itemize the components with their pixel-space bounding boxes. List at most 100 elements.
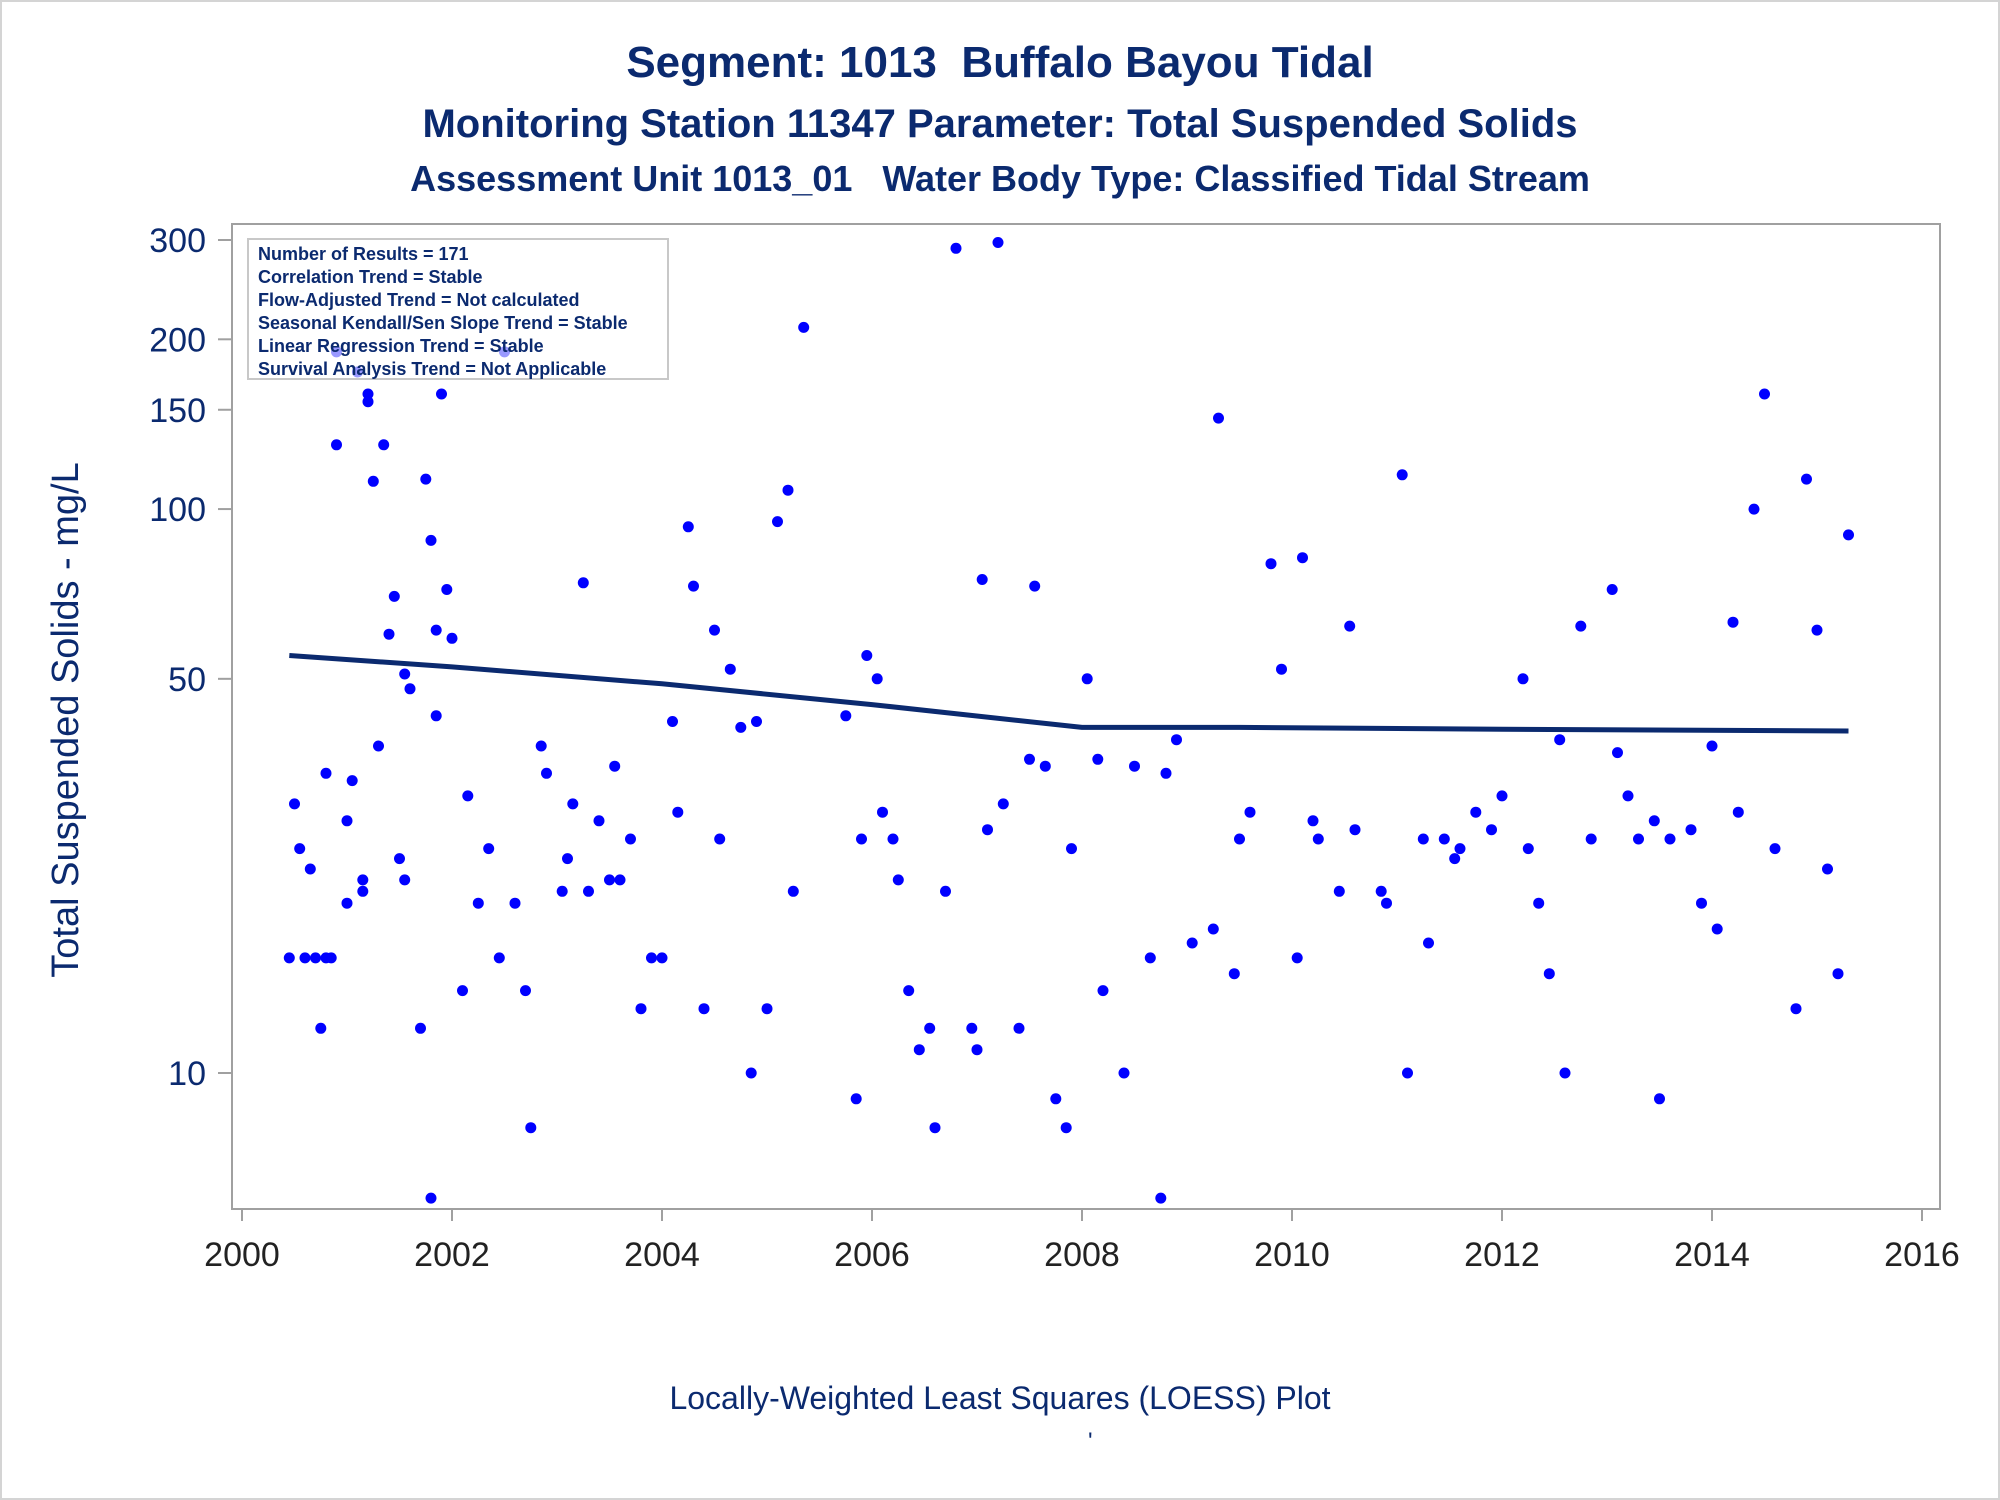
chart-subtitle-2: Assessment Unit 1013_01 Water Body Type:… (410, 158, 1590, 199)
data-point (1575, 620, 1587, 632)
data-point (1050, 1093, 1062, 1105)
data-point (1533, 897, 1545, 909)
data-point (982, 824, 993, 836)
data-point (861, 650, 873, 661)
data-point (997, 798, 1009, 810)
axes: 2000 2002 2004 2006 2008 2010 2012 2014 2016 10 50… (149, 222, 1960, 1274)
data-point (1633, 833, 1644, 845)
data-point (541, 767, 552, 779)
x-tick-label-2010: 2010 (1254, 1236, 1330, 1274)
data-point (772, 516, 783, 528)
data-point (1696, 897, 1707, 909)
loess-layer (289, 653, 1849, 734)
data-point (320, 767, 332, 779)
data-point (1155, 1192, 1167, 1204)
data-point (1423, 937, 1434, 949)
data-point (1759, 388, 1770, 400)
data-point (509, 897, 521, 909)
data-point (289, 798, 300, 810)
data-point (436, 388, 447, 400)
data-point (976, 574, 988, 585)
data-point (688, 580, 699, 592)
data-point (1470, 806, 1482, 818)
y-axis-label-group: Total Suspended Solids - mg/L (45, 462, 87, 977)
data-point (1554, 734, 1566, 746)
chart-subtitle: Monitoring Station 11347 Parameter: Tota… (422, 102, 1578, 146)
data-point (299, 952, 311, 964)
data-point (1228, 968, 1240, 980)
data-point (782, 484, 794, 496)
x-tick-label-2014: 2014 (1674, 1236, 1750, 1274)
data-point (798, 321, 810, 333)
y-tick-label-10: 10 (168, 1055, 206, 1093)
data-point (940, 885, 951, 897)
data-point (1654, 1093, 1665, 1105)
x-tick-label-2004: 2004 (624, 1236, 700, 1274)
data-point (635, 1003, 647, 1015)
data-point (415, 1022, 426, 1034)
x-tick-label-2000: 2000 (204, 1236, 280, 1274)
data-point (1013, 1022, 1025, 1034)
stats-line-seasonal-kendall: Seasonal Kendall/Sen Slope Trend = Stabl… (258, 313, 628, 333)
data-point (1438, 833, 1450, 845)
data-point (1612, 747, 1623, 759)
data-point (1129, 760, 1140, 772)
data-point (394, 853, 405, 865)
data-point (357, 885, 369, 897)
data-point (1234, 833, 1245, 845)
data-point (399, 874, 411, 886)
data-point (1349, 824, 1361, 836)
data-point (425, 1192, 437, 1204)
data-point (404, 683, 416, 695)
data-point (903, 985, 915, 997)
data-point (1207, 923, 1219, 935)
stats-line-results: Number of Results = 171 (258, 244, 469, 264)
data-point (1265, 558, 1277, 570)
data-point (1297, 552, 1308, 564)
data-point (567, 798, 579, 810)
data-point (1213, 412, 1224, 424)
data-point (562, 853, 573, 865)
data-point (887, 833, 899, 845)
data-point (850, 1093, 862, 1105)
data-point (420, 473, 432, 485)
data-point (1060, 1122, 1072, 1134)
data-point (1417, 833, 1429, 845)
data-point (462, 790, 474, 802)
data-point (457, 985, 468, 997)
data-point (840, 710, 852, 722)
data-point (929, 1122, 941, 1134)
data-point (331, 439, 342, 451)
data-point (341, 815, 353, 827)
x-tick-label-2008: 2008 (1044, 1236, 1120, 1274)
data-point (1522, 843, 1534, 855)
data-point (1454, 843, 1466, 855)
data-point (992, 237, 1004, 248)
y-tick-label-100: 100 (149, 491, 206, 529)
data-point (304, 863, 316, 875)
data-point (441, 584, 453, 595)
data-point (1144, 952, 1156, 964)
x-tick-label-2002: 2002 (414, 1236, 490, 1274)
data-point (1381, 897, 1392, 909)
data-point (1097, 985, 1109, 997)
footnote-mark: ' (1088, 1428, 1093, 1455)
data-point (1024, 753, 1035, 765)
data-point (656, 952, 668, 964)
data-point (383, 628, 395, 640)
x-tick-label-2006: 2006 (834, 1236, 910, 1274)
data-point (1396, 469, 1408, 481)
data-point (1769, 843, 1781, 855)
data-point (714, 833, 726, 845)
y-axis-label: Total Suspended Solids - mg/L (45, 462, 87, 977)
data-point (425, 534, 437, 546)
data-point (483, 843, 495, 855)
data-point (913, 1044, 925, 1056)
data-point (1685, 824, 1697, 836)
trend-stats-box: Number of Results = 171 Correlation Tren… (247, 238, 669, 380)
data-point (1801, 473, 1812, 485)
data-point (388, 590, 400, 602)
loess-curve (289, 653, 1849, 734)
data-point (724, 663, 736, 675)
data-point (1790, 1003, 1802, 1015)
